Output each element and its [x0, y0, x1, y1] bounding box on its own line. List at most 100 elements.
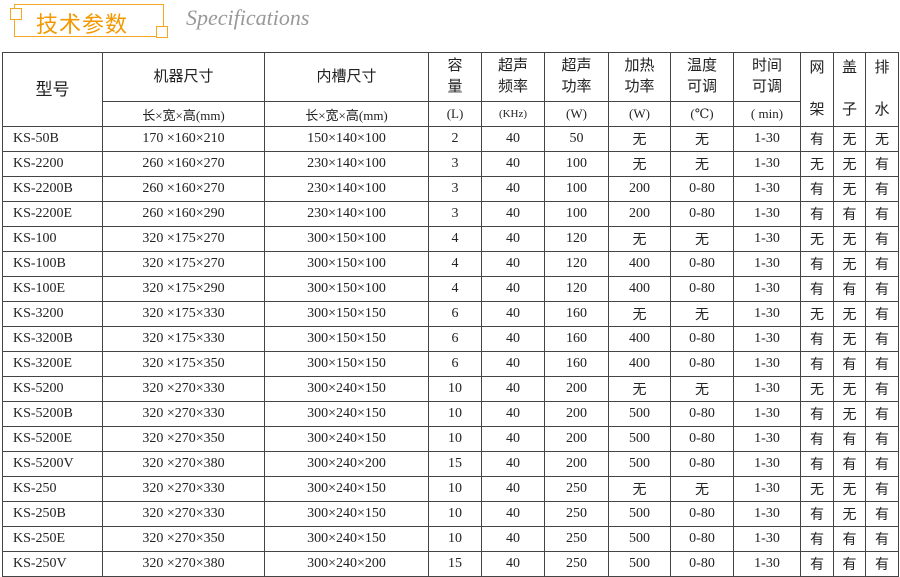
cell-rack: 有 — [800, 501, 834, 527]
cell-tank-size: 300×240×150 — [264, 501, 429, 527]
cell-power: 160 — [544, 351, 609, 377]
cell-capacity: 6 — [428, 301, 482, 327]
table-row: KS-100B 320 ×175×270 300×150×100 4 40 120 400 0… — [2, 251, 899, 277]
cell-model: KS-3200E — [2, 351, 103, 377]
cell-capacity: 4 — [428, 226, 482, 252]
cell-rack: 有 — [800, 351, 834, 377]
decorative-frame — [14, 4, 164, 37]
cell-model: KS-250E — [2, 526, 103, 552]
cell-model: KS-100B — [2, 251, 103, 277]
cell-capacity: 10 — [428, 376, 482, 402]
cell-time: 1-30 — [733, 476, 801, 502]
cell-drain: 有 — [865, 226, 899, 252]
cell-heating: 500 — [608, 401, 671, 427]
cell-drain: 有 — [865, 551, 899, 577]
unit-heating: (W) — [608, 101, 671, 127]
cell-tank-size: 300×240×150 — [264, 426, 429, 452]
cell-power: 160 — [544, 326, 609, 352]
cell-frequency: 40 — [481, 526, 545, 552]
table-row: KS-250E 320 ×270×350 300×240×150 10 40 250 500… — [2, 526, 899, 552]
cell-capacity: 15 — [428, 451, 482, 477]
table-row: KS-250V 320 ×270×380 300×240×200 15 40 250 500… — [2, 551, 899, 577]
cell-machine-size: 320 ×175×290 — [102, 276, 265, 302]
cell-drain: 有 — [865, 251, 899, 277]
cell-lid: 无 — [833, 251, 866, 277]
cell-power: 100 — [544, 151, 609, 177]
cell-machine-size: 320 ×270×350 — [102, 426, 265, 452]
cell-power: 120 — [544, 251, 609, 277]
cell-power: 160 — [544, 301, 609, 327]
cell-capacity: 10 — [428, 426, 482, 452]
cell-tank-size: 300×150×150 — [264, 326, 429, 352]
cell-heating: 500 — [608, 551, 671, 577]
cell-temperature: 0-80 — [670, 176, 734, 202]
header-capacity: 容量 — [428, 52, 482, 102]
cell-temperature: 无 — [670, 126, 734, 152]
cell-heating: 无 — [608, 476, 671, 502]
cell-rack: 有 — [800, 326, 834, 352]
table-row: KS-5200B 320 ×270×330 300×240×150 10 40 200 50… — [2, 401, 899, 427]
cell-power: 100 — [544, 201, 609, 227]
cell-time: 1-30 — [733, 526, 801, 552]
cell-drain: 有 — [865, 301, 899, 327]
cell-heating: 400 — [608, 251, 671, 277]
cell-tank-size: 300×150×150 — [264, 301, 429, 327]
cell-temperature: 0-80 — [670, 501, 734, 527]
cell-frequency: 40 — [481, 326, 545, 352]
cell-heating: 500 — [608, 501, 671, 527]
cell-lid: 无 — [833, 401, 866, 427]
cell-machine-size: 320 ×175×270 — [102, 226, 265, 252]
header-temperature: 温度 可调 — [670, 52, 734, 102]
header-time: 时间 可调 — [733, 52, 801, 102]
cell-drain: 有 — [865, 326, 899, 352]
cell-time: 1-30 — [733, 201, 801, 227]
cell-machine-size: 320 ×270×330 — [102, 401, 265, 427]
cell-model: KS-5200 — [2, 376, 103, 402]
cell-tank-size: 300×150×100 — [264, 226, 429, 252]
cell-capacity: 10 — [428, 501, 482, 527]
cell-heating: 200 — [608, 176, 671, 202]
cell-time: 1-30 — [733, 176, 801, 202]
cell-lid: 无 — [833, 376, 866, 402]
cell-temperature: 无 — [670, 376, 734, 402]
cell-model: KS-3200B — [2, 326, 103, 352]
cell-drain: 有 — [865, 176, 899, 202]
cell-frequency: 40 — [481, 451, 545, 477]
cell-model: KS-3200 — [2, 301, 103, 327]
cell-tank-size: 300×240×150 — [264, 476, 429, 502]
cell-lid: 有 — [833, 201, 866, 227]
cell-capacity: 6 — [428, 351, 482, 377]
cell-model: KS-100E — [2, 276, 103, 302]
table-row: KS-250B 320 ×270×330 300×240×150 10 40 250 500… — [2, 501, 899, 527]
cell-frequency: 40 — [481, 376, 545, 402]
cell-model: KS-100 — [2, 226, 103, 252]
cell-time: 1-30 — [733, 301, 801, 327]
cell-machine-size: 170 ×160×210 — [102, 126, 265, 152]
cell-frequency: 40 — [481, 301, 545, 327]
cell-lid: 有 — [833, 426, 866, 452]
cell-machine-size: 320 ×270×380 — [102, 451, 265, 477]
cell-machine-size: 320 ×175×330 — [102, 326, 265, 352]
cell-lid: 无 — [833, 126, 866, 152]
cell-time: 1-30 — [733, 351, 801, 377]
cell-heating: 200 — [608, 201, 671, 227]
cell-power: 200 — [544, 376, 609, 402]
cell-heating: 500 — [608, 451, 671, 477]
cell-heating: 无 — [608, 126, 671, 152]
cell-time: 1-30 — [733, 401, 801, 427]
cell-temperature: 0-80 — [670, 451, 734, 477]
cell-heating: 无 — [608, 151, 671, 177]
cell-time: 1-30 — [733, 551, 801, 577]
cell-temperature: 0-80 — [670, 201, 734, 227]
cell-capacity: 3 — [428, 176, 482, 202]
cell-power: 250 — [544, 526, 609, 552]
cell-model: KS-2200 — [2, 151, 103, 177]
table-body: KS-50B 170 ×160×210 150×140×100 2 40 50 无无 1-30… — [2, 126, 899, 577]
table-row: KS-5200E 320 ×270×350 300×240×150 10 40 200 50… — [2, 426, 899, 452]
cell-time: 1-30 — [733, 376, 801, 402]
cell-drain: 有 — [865, 476, 899, 502]
cell-machine-size: 320 ×270×330 — [102, 501, 265, 527]
cell-tank-size: 230×140×100 — [264, 151, 429, 177]
table-row: KS-50B 170 ×160×210 150×140×100 2 40 50 无无 1-30… — [2, 126, 899, 152]
table-row: KS-3200B 320 ×175×330 300×150×150 6 40 160 400… — [2, 326, 899, 352]
